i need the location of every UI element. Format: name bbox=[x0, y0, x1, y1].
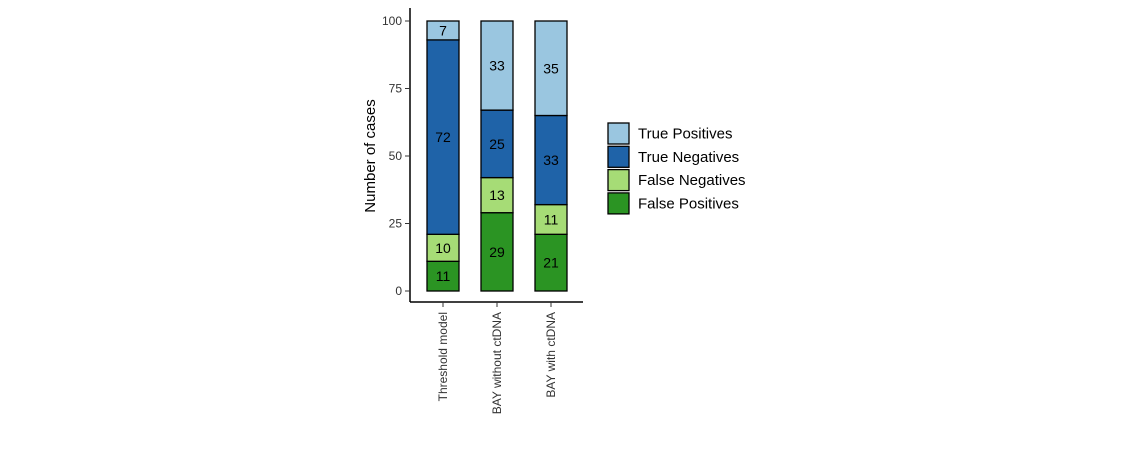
y-tick-label: 50 bbox=[389, 149, 403, 163]
y-axis-title: Number of cases bbox=[362, 99, 379, 212]
bar-segment bbox=[480, 212, 514, 292]
legend-label: False Negatives bbox=[638, 172, 746, 189]
bar-segment bbox=[426, 260, 460, 292]
bar-segment bbox=[534, 233, 568, 292]
data-label: 13 bbox=[489, 187, 505, 203]
data-label: 21 bbox=[543, 255, 559, 271]
bars-layer bbox=[426, 20, 568, 292]
legend-label: True Positives bbox=[638, 126, 732, 143]
legend-swatch bbox=[607, 192, 630, 215]
legend: True Positives True Negatives False Negati… bbox=[607, 122, 746, 215]
bar-segment bbox=[534, 203, 568, 235]
y-tick-label: 75 bbox=[389, 82, 403, 96]
legend-label: True Negatives bbox=[638, 149, 739, 166]
bar-segment bbox=[534, 20, 568, 117]
legend-swatch bbox=[607, 122, 630, 145]
data-label: 11 bbox=[544, 211, 559, 227]
legend-swatch bbox=[607, 168, 630, 192]
data-label: 35 bbox=[543, 60, 559, 76]
y-tick-label: 25 bbox=[389, 217, 403, 231]
data-label: 33 bbox=[543, 152, 559, 168]
bar-segment bbox=[426, 233, 460, 262]
y-tick-label: 100 bbox=[382, 14, 402, 28]
data-label: 11 bbox=[436, 268, 451, 284]
data-label: 72 bbox=[435, 129, 451, 145]
segment-labels-layer: 11 10 72 7 29 13 25 33 21 11 33 35 bbox=[435, 22, 559, 284]
x-axis-ticks: Threshold model BAY without ctDNA BAY with… bbox=[436, 302, 558, 414]
data-label: 33 bbox=[489, 58, 505, 74]
y-tick-label: 0 bbox=[395, 284, 402, 298]
bar-segment bbox=[480, 20, 514, 111]
data-label: 7 bbox=[439, 22, 447, 38]
y-axis-ticks: 0 25 50 75 100 bbox=[382, 14, 410, 298]
legend-label: False Positives bbox=[638, 195, 739, 212]
x-tick-label: Threshold model bbox=[436, 312, 450, 401]
data-label: 25 bbox=[489, 136, 505, 152]
data-label: 29 bbox=[489, 244, 505, 260]
legend-swatch bbox=[607, 145, 630, 168]
bar-segment bbox=[480, 109, 514, 179]
x-tick-label: BAY without ctDNA bbox=[490, 312, 504, 414]
data-label: 10 bbox=[435, 240, 451, 256]
x-tick-label: BAY with ctDNA bbox=[544, 312, 558, 398]
bar-segment bbox=[426, 20, 460, 41]
